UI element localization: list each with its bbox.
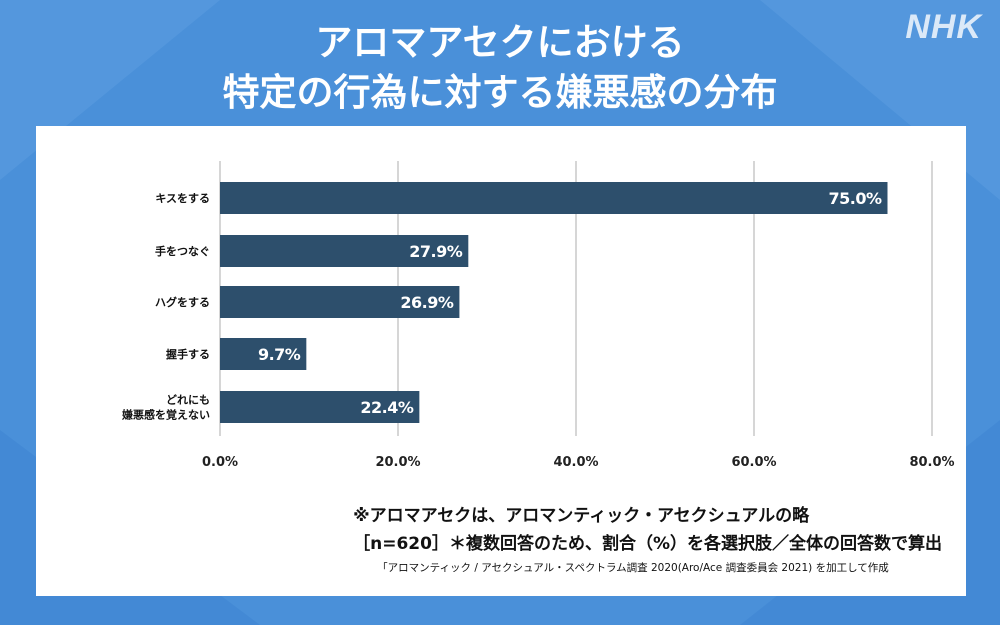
category-label: ハグをする bbox=[155, 295, 210, 309]
chart-title: アロマアセクにおける 特定の行為に対する嫌悪感の分布 bbox=[0, 18, 1000, 118]
chart-notes: ※アロマアセクは、アロマンティック・アセクシュアルの略 ［n=620］＊複数回答… bbox=[353, 502, 942, 578]
chart-card: 0.0% 20.0% 40.0% 60.0% 80.0% 75.0% キスをする 27.9% 手… bbox=[36, 126, 966, 596]
bar-value-label: 22.4% bbox=[360, 398, 413, 417]
bar bbox=[220, 338, 307, 370]
title-line-2: 特定の行為に対する嫌悪感の分布 bbox=[222, 71, 778, 114]
category-label: 手をつなぐ bbox=[155, 244, 210, 258]
bar bbox=[220, 391, 420, 423]
bar-value-label: 9.7% bbox=[258, 345, 301, 364]
bar bbox=[220, 286, 460, 318]
x-tick-label: 20.0% bbox=[375, 455, 420, 470]
category-label: キスをする bbox=[155, 192, 210, 205]
bar-value-label: 26.9% bbox=[400, 293, 453, 312]
category-label: どれにも bbox=[166, 394, 210, 407]
note-sample-size: ［n=620］＊複数回答のため、割合（%）を各選択肢／全体の回答数で算出 bbox=[353, 534, 942, 554]
x-tick-label: 40.0% bbox=[553, 455, 598, 470]
x-tick-label: 60.0% bbox=[731, 455, 776, 470]
bar-value-label: 27.9% bbox=[409, 242, 462, 261]
x-tick-label: 0.0% bbox=[202, 455, 238, 470]
bar bbox=[220, 235, 469, 267]
bar bbox=[220, 182, 888, 214]
bar-value-label: 75.0% bbox=[828, 189, 881, 208]
title-line-1: アロマアセクにおける bbox=[315, 21, 685, 64]
category-label: 握手する bbox=[166, 347, 210, 361]
nhk-logo: NHK bbox=[905, 8, 982, 46]
category-label: 嫌悪感を覚えない bbox=[121, 408, 210, 422]
x-tick-label: 80.0% bbox=[909, 455, 954, 470]
note-abbreviation: ※アロマアセクは、アロマンティック・アセクシュアルの略 bbox=[353, 506, 810, 526]
bar-chart: 0.0% 20.0% 40.0% 60.0% 80.0% 75.0% キスをする 27.9% 手… bbox=[121, 161, 955, 470]
note-source: 「アロマンティック / アセクシュアル・スペクトラム調査 2020(Aro/Ac… bbox=[377, 562, 889, 574]
